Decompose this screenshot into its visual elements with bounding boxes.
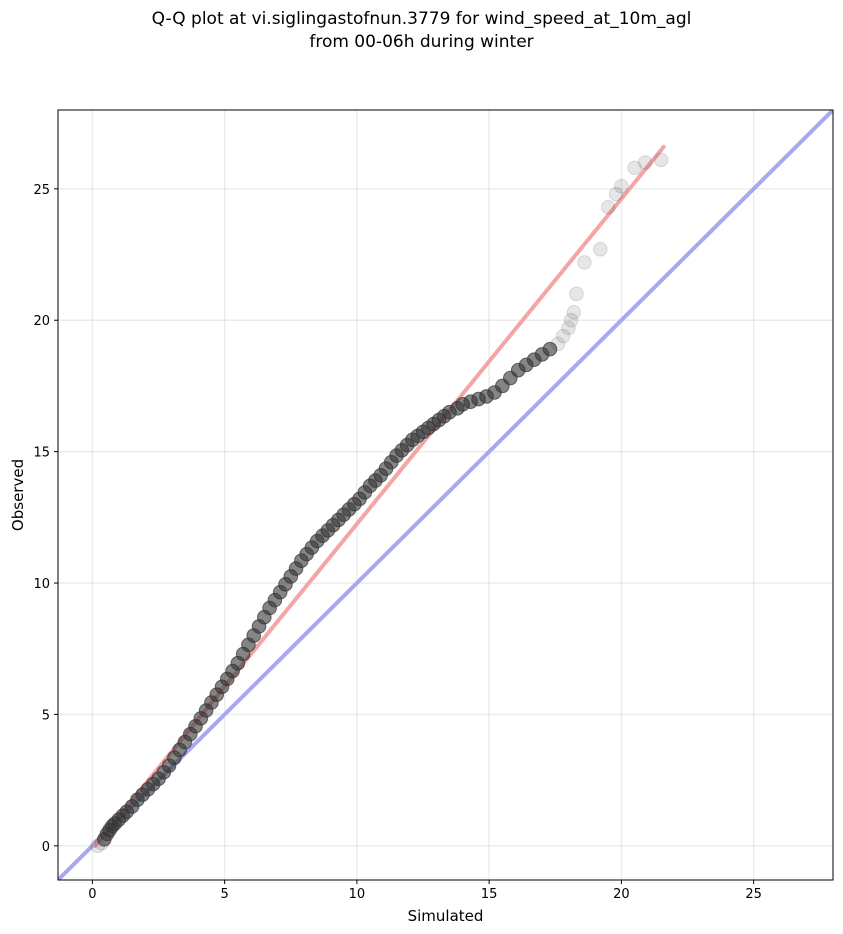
data-point-0-86 [561,320,576,336]
y-tick-label-3: 15 [33,446,50,461]
data-point-0-87 [563,312,579,328]
x-axis-ticks: 0 5 10 15 20 25 [88,880,762,902]
data-point-0-84 [550,336,566,352]
data-point-0-96 [637,155,653,170]
chart-subtitle: from 00-06h during winter [309,32,534,52]
data-point-0-92 [600,199,616,215]
data-point-0-91 [592,241,608,257]
data-point-0-88 [566,305,582,320]
data-point-0-95 [627,160,642,176]
data-points [90,152,669,854]
x-tick-label-4: 20 [613,887,630,902]
y-tick-label-2: 10 [33,577,50,592]
x-tick-label-5: 25 [745,887,762,902]
data-point-0-83 [542,341,558,357]
y-tick-label-0: 0 [42,840,50,855]
data-point-0-93 [608,186,624,202]
data-point-0-85 [555,328,571,344]
grid [58,110,833,880]
x-tick-label-0: 0 [88,887,96,902]
reference-line-one-to-one [58,110,833,880]
data-point-0-90 [577,255,592,270]
y-tick-label-1: 5 [42,708,50,723]
y-tick-label-5: 25 [33,183,50,198]
y-axis-label: Observed [9,459,27,531]
y-tick-label-4: 20 [33,314,50,329]
x-axis-label: Simulated [408,907,484,925]
data-point-0-89 [569,286,584,302]
x-tick-label-3: 15 [481,887,498,902]
data-point-0-94 [614,178,629,194]
chart-title: Q-Q plot at vi.siglingastofnun.3779 for … [151,9,692,29]
x-tick-label-1: 5 [220,887,228,902]
x-tick-label-2: 10 [349,887,366,902]
y-axis-ticks: 0 5 10 15 20 25 [33,183,58,855]
plot-frame [57,109,834,881]
data-point-0-97 [653,152,669,168]
